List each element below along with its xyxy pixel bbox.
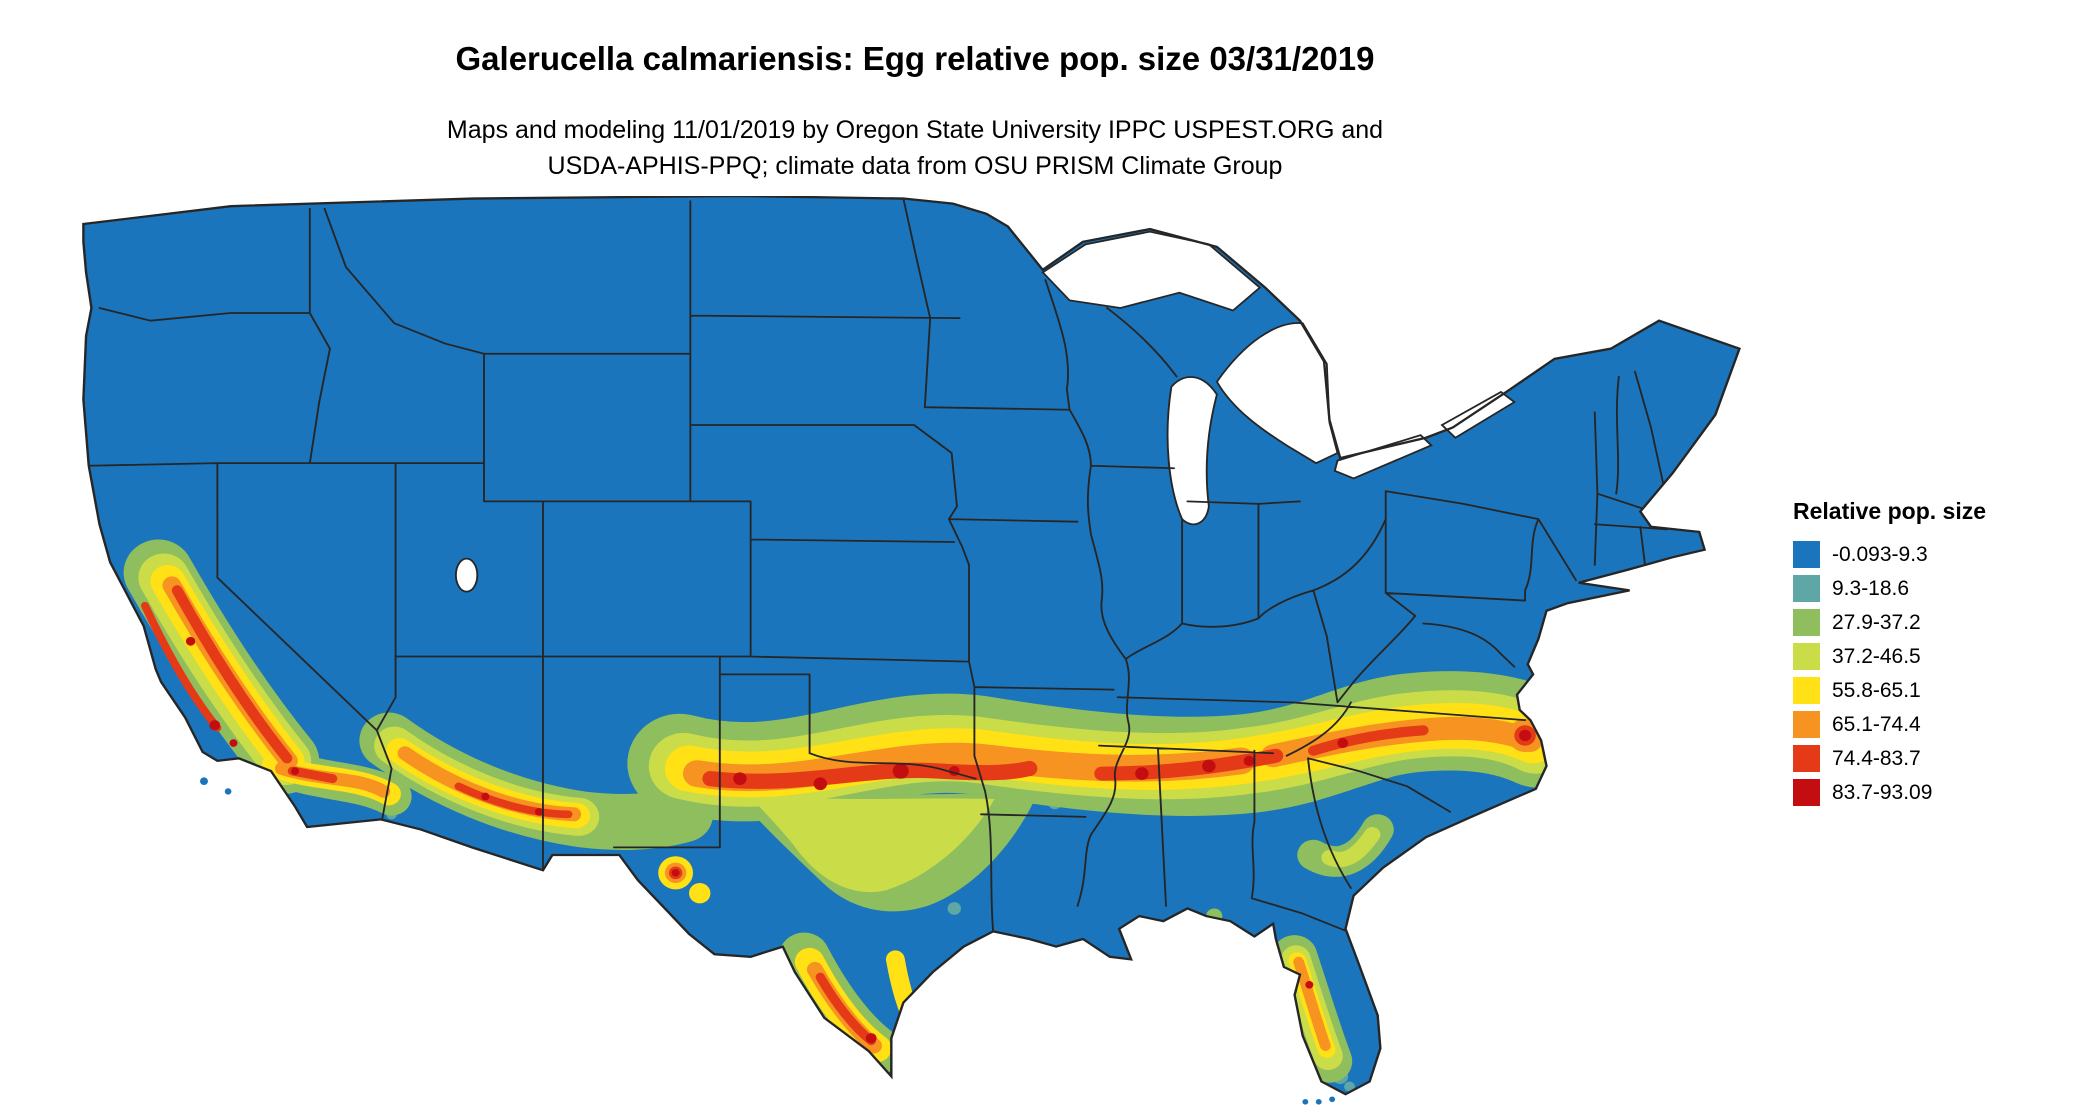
legend-item-label: 9.3-18.6: [1832, 576, 1910, 600]
legend-item: 55.8-65.1: [1793, 677, 2093, 704]
legend: Relative pop. size -0.093-9.3 9.3-18.6 2…: [1793, 498, 2093, 813]
legend-swatch: [1793, 745, 1820, 772]
heat-red-bands: [141, 585, 1429, 1046]
legend-swatch: [1793, 609, 1820, 636]
map-title: Galerucella calmariensis: Egg relative p…: [455, 40, 1375, 77]
legend-swatch: [1793, 711, 1820, 738]
legend-item-label: 74.4-83.7: [1832, 746, 1921, 770]
great-salt-lake: [454, 557, 479, 593]
legend-swatch: [1793, 541, 1820, 568]
map-subtitle-line2: USDA-APHIS-PPQ; climate data from OSU PR…: [547, 152, 1283, 180]
state-boundaries: [87, 197, 1677, 935]
legend-item: 9.3-18.6: [1793, 575, 2093, 602]
legend-item-label: 27.9-37.2: [1832, 610, 1921, 634]
population-heat-layers: [123, 539, 1591, 1092]
offshore-islands: [199, 777, 1336, 1105]
lake-erie: [1333, 434, 1433, 480]
map-subtitle-line1: Maps and modeling 11/01/2019 by Oregon S…: [446, 116, 1384, 144]
legend-item-label: 55.8-65.1: [1832, 678, 1921, 702]
legend-swatch: [1793, 677, 1820, 704]
us-map: [82, 196, 1741, 1105]
map-subtitle: Maps and modeling 11/01/2019 by Oregon S…: [447, 112, 1383, 184]
legend-item: 65.1-74.4: [1793, 711, 2093, 738]
legend-item-label: 37.2-46.5: [1832, 644, 1921, 668]
legend-swatch: [1793, 575, 1820, 602]
legend-item-label: 83.7-93.09: [1832, 780, 1933, 804]
legend-item: 74.4-83.7: [1793, 745, 2093, 772]
legend-item: -0.093-9.3: [1793, 541, 2093, 568]
legend-item: 27.9-37.2: [1793, 609, 2093, 636]
heat-ygreen-fills: [746, 791, 995, 893]
great-lakes: [454, 230, 1516, 593]
legend-item: 83.7-93.09: [1793, 779, 2093, 806]
legend-item-label: 65.1-74.4: [1832, 712, 1921, 736]
lake-superior: [1041, 230, 1262, 312]
legend-item: 37.2-46.5: [1793, 643, 2093, 670]
legend-swatch: [1793, 643, 1820, 670]
legend-swatch: [1793, 779, 1820, 806]
lake-ontario: [1440, 390, 1516, 439]
legend-item-label: -0.093-9.3: [1832, 542, 1928, 566]
legend-title: Relative pop. size: [1793, 498, 1987, 524]
lake-michigan: [1166, 376, 1218, 526]
